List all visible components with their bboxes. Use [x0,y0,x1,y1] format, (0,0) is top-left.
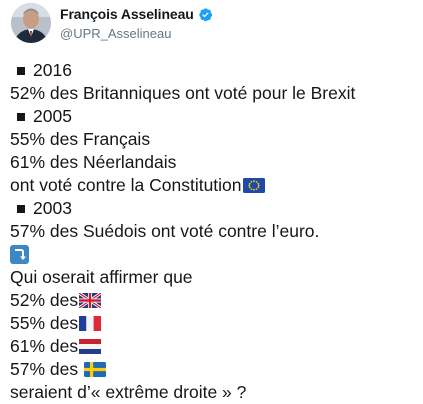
tweet-text: 2016 52% des Britanniques ont voté pour … [10,59,420,404]
year-label: 2005 [33,106,72,126]
black-square-icon [17,112,25,121]
text-line: 61% des [10,335,420,358]
line-text: 52% des [10,290,79,310]
verified-badge-icon [198,7,213,22]
line-text: 61% des [10,336,79,356]
text-line: seraient d’« extrême droite » ? [10,381,420,404]
line-text: 57% des [10,359,83,379]
line-text: 61% des Néerlandais [10,152,177,172]
black-square-icon [17,66,25,75]
text-line: 57% des [10,358,420,381]
author-handle[interactable]: @UPR_Asselineau [60,26,172,41]
black-square-icon [17,204,25,213]
line-text: 55% des Français [10,129,151,149]
tweet-header: François Asselineau @UPR_Asselineau [11,3,213,47]
author-name[interactable]: François Asselineau [60,6,194,22]
text-line: 55% des Français [10,128,420,151]
text-line [10,243,420,266]
year-line: 2003 [10,197,420,220]
arrow-right-hook-down-icon [10,245,29,264]
text-line: 52% des [10,289,420,312]
text-line: 52% des Britanniques ont voté pour le Br… [10,82,420,105]
sweden-flag-icon [83,362,106,377]
line-text: ont voté contre la Constitution [10,175,242,195]
line-text: 52% des Britanniques ont voté pour le Br… [10,83,356,103]
year-line: 2016 [10,59,420,82]
text-line: Qui oserait affirmer que [10,266,420,289]
eu-flag-icon [242,178,265,193]
text-line: 61% des Néerlandais [10,151,420,174]
line-text: Qui oserait affirmer que [10,267,193,287]
text-line: ont voté contre la Constitution [10,174,420,197]
line-text: 57% des Suédois ont voté contre l’euro. [10,221,320,241]
uk-flag-icon [79,293,102,308]
text-line: 55% des [10,312,420,335]
france-flag-icon [79,316,102,331]
year-line: 2005 [10,105,420,128]
avatar[interactable] [11,3,51,43]
netherlands-flag-icon [79,339,102,354]
line-text: 55% des [10,313,79,333]
author-block: François Asselineau @UPR_Asselineau [60,5,213,41]
year-label: 2003 [33,198,72,218]
year-label: 2016 [33,60,72,80]
text-line: 57% des Suédois ont voté contre l’euro. [10,220,420,243]
name-row: François Asselineau [60,5,213,23]
line-text: seraient d’« extrême droite » ? [10,382,247,402]
